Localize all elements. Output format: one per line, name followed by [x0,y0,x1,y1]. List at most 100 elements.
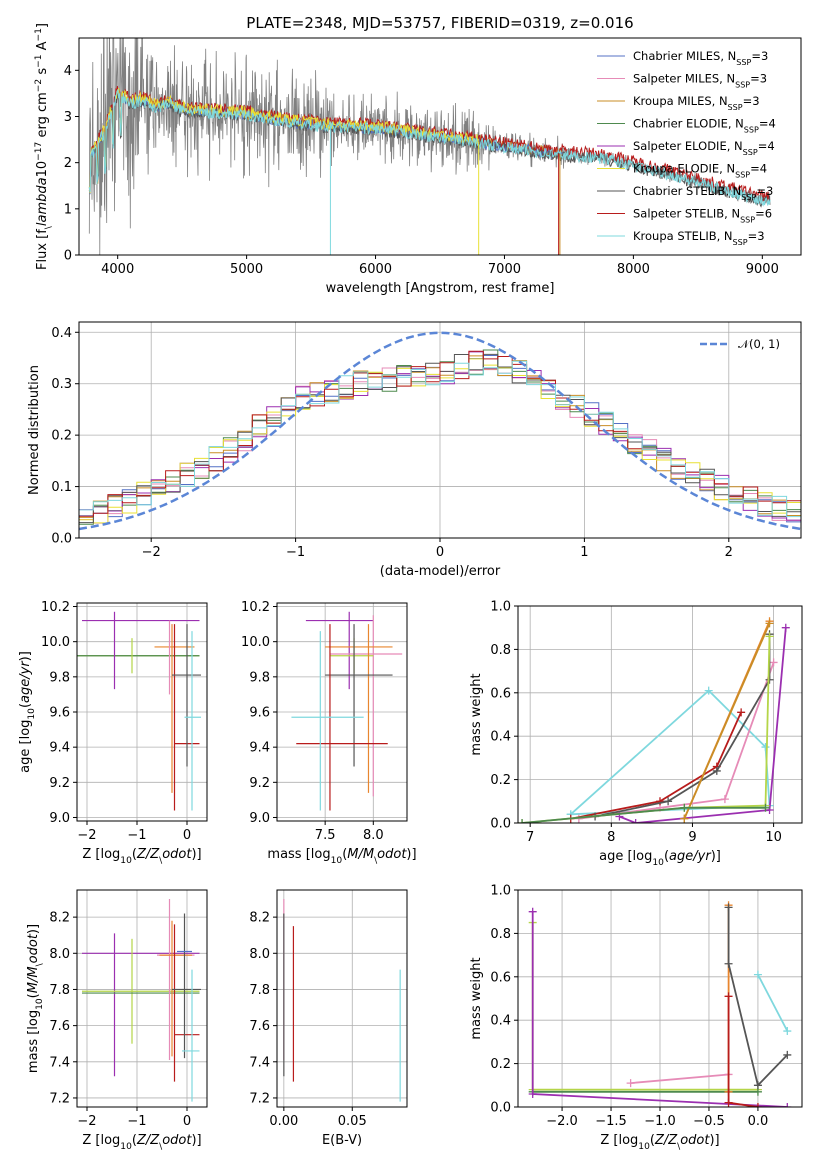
panel0-xtick-label: 5000 [230,262,263,277]
histogram-ylabel: Normed distribution [27,365,42,495]
panel6-xlabel: E(B-V) [322,1133,362,1148]
mass-weight-marker [783,1103,792,1107]
spectrum-plot [88,38,771,255]
panel4-ytick-label: 0.8 [490,643,511,658]
mass-weight-marker [753,1081,762,1090]
panel2-ytick-label: 9.0 [49,811,70,826]
panel7-xtick-label: −1.0 [644,1114,676,1129]
panel0-ytick-label: 1 [64,202,72,217]
mass-weight-marker [765,805,774,814]
panel1-ytick-label: 0.0 [51,532,72,547]
histogram-plot [79,331,801,538]
spectrum-title: PLATE=2348, MJD=53757, FIBERID=0319, z=0… [246,14,633,32]
panel6-xtick-label: 0.05 [338,1114,367,1129]
panel4-ylabel: mass weight [469,673,484,755]
mass-weight-marker [528,907,537,916]
legend-label: Chabrier ELODIE, NSSP=4 [633,117,776,135]
panel4-ytick-label: 0.6 [490,686,511,701]
spectrum-ylabel: Flux [f\lambda10−17 erg cm−2 s−1 A−1] [34,23,54,270]
panel2-ytick-label: 9.4 [49,741,70,756]
panel6-ytick-label: 7.6 [249,1019,270,1034]
mass-weight-line [570,711,742,820]
legend-label: Kroupa STELIB, NSSP=3 [633,229,765,247]
normal-legend-label: 𝒩(0, 1) [738,337,780,351]
panel5-xtick-label: −2 [77,1114,96,1129]
panel4-xtick-label: 10 [765,830,782,845]
panel2-ytick-label: 9.2 [49,776,70,791]
mass-weight-marker [712,766,721,775]
panel6-ytick-label: 8.2 [249,911,270,926]
panel1-xlabel: (data-model)/error [380,564,501,579]
legend-label: Salpeter STELIB, NSSP=6 [633,207,772,225]
mass-weight-marker [724,1098,733,1107]
mass-weight-marker [783,1050,792,1059]
mass-weight-marker [761,743,770,752]
panel3-ytick-label: 9.2 [249,776,270,791]
panel2-xlabel: Z [log10(Z/Z\odot)] [82,847,201,866]
mass-weight-marker [765,675,774,684]
panel5-ytick-label: 7.4 [49,1055,70,1070]
panel7-ytick-label: 0.8 [490,927,511,942]
legend-label: Salpeter ELODIE, NSSP=4 [633,139,775,157]
panel4-xtick-label: 9 [688,830,696,845]
mass-weight-marker [724,959,733,968]
panel7-xtick-label: −2.0 [546,1114,578,1129]
panel0-xtick-label: 8000 [617,262,650,277]
panel3-ytick-label: 9.6 [249,706,270,721]
mass-weight-marker [680,803,689,812]
panel6-ytick-label: 7.2 [249,1091,270,1106]
panel0-frame [78,37,802,256]
panel3-ytick-label: 9.0 [249,811,270,826]
panel4-ytick-label: 0.0 [490,817,511,832]
mass-weight-marker [753,970,762,979]
panel1-ytick-label: 0.3 [51,377,72,392]
mass-weight-line [757,974,789,1032]
panel0-ytick-label: 0 [64,249,72,264]
panel7-ylabel: mass weight [469,957,484,1039]
panel0-xtick-label: 6000 [359,262,392,277]
panel7-ytick-label: 0.6 [490,970,511,985]
panel1-ytick-label: 0.2 [51,429,72,444]
mass-weight-plot [518,617,790,823]
mass-weight-marker [783,1027,792,1036]
panel0-xtick-label: 4000 [101,262,134,277]
panel5-ytick-label: 7.8 [49,983,70,998]
errorbar-plot [283,899,401,1102]
panel3-xtick-label: 7.5 [315,828,336,843]
panel7-ytick-label: 0.4 [490,1014,511,1029]
legend-label: Kroupa MILES, NSSP=3 [633,94,760,112]
panel6-frame [276,889,408,1108]
panel6-ytick-label: 7.8 [249,983,270,998]
panel5-xtick-label: −1 [127,1114,146,1129]
mass-weight-line [727,907,788,1088]
panel2-xtick-label: 0 [183,828,191,843]
mass-weight-marker [626,1079,635,1088]
panel5-frame [76,889,208,1108]
panel4-xtick-label: 8 [607,830,615,845]
panel0-xtick-label: 9000 [746,262,779,277]
mass-weight-marker [720,795,729,804]
panel4-xtick-label: 7 [526,830,534,845]
panel5-ytick-label: 8.2 [49,911,70,926]
mass-weight-marker [518,819,527,823]
panel3-ytick-label: 10.0 [241,635,270,650]
mass-weight-line [619,627,787,823]
panel1-xtick-label: −2 [142,545,161,560]
panel1-xtick-label: −1 [286,545,305,560]
mass-weight-marker [664,797,673,806]
normal-curve [79,331,801,531]
mass-weight-marker [737,708,746,717]
panel2-ytick-label: 9.8 [49,670,70,685]
mass-weight-marker [656,797,664,806]
panel6-xtick-label: 0.00 [269,1114,298,1129]
panel2-ytick-label: 10.0 [41,635,70,650]
panel0-xlabel: wavelength [Angstrom, rest frame] [326,281,555,296]
mass-weight-line [594,634,771,818]
panel7-ytick-label: 0.0 [490,1101,511,1116]
panel2-ytick-label: 10.2 [41,600,70,615]
mass-weight-marker [631,819,640,823]
panel7-xlabel: Z [log10(Z/Z\odot)] [600,1133,719,1152]
model-spectrum-line [88,89,771,207]
legend-label: Salpeter MILES, NSSP=3 [633,72,767,90]
